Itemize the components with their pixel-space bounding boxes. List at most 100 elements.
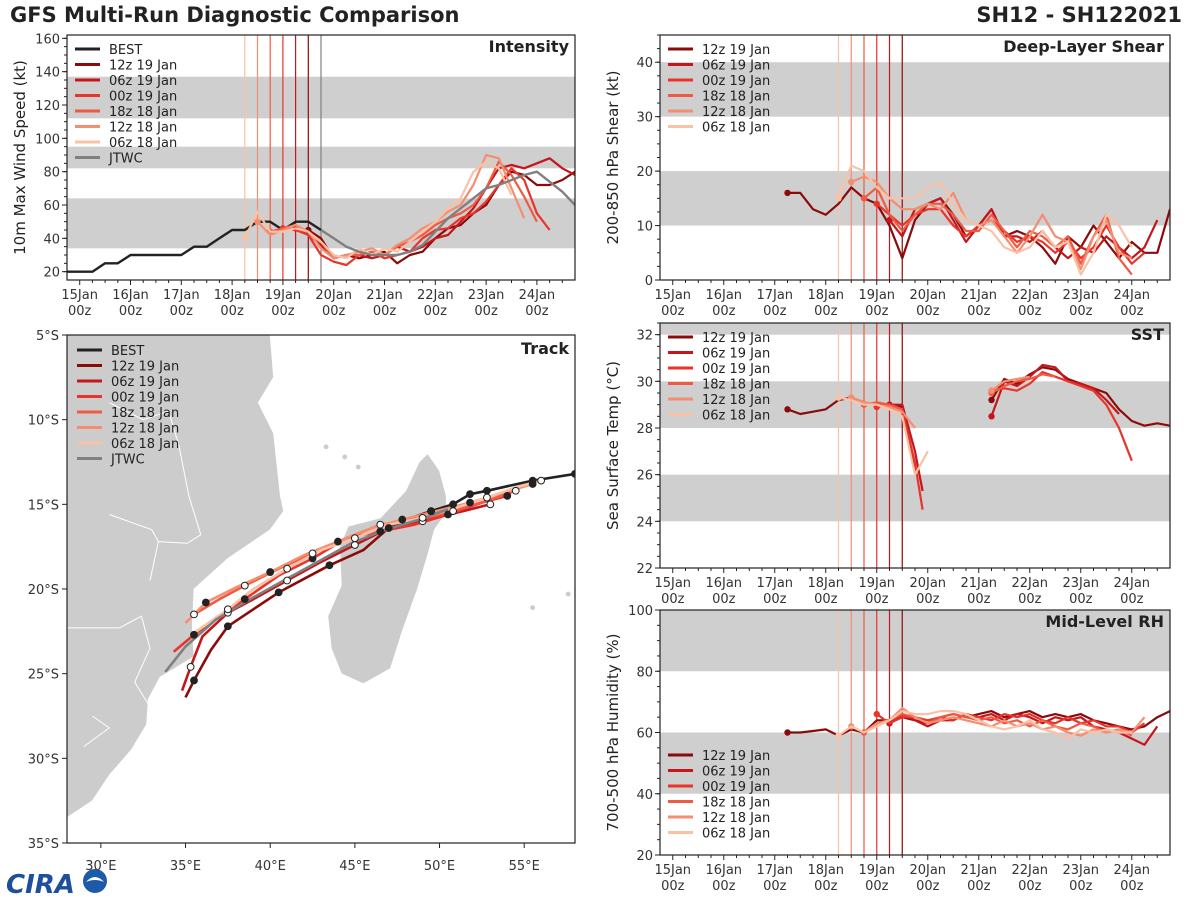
country-border [109, 402, 169, 421]
track-xtick-label: 50°E [424, 859, 455, 874]
intensity-xtick-label-day: 16Jan [112, 288, 149, 303]
track-point [283, 564, 292, 573]
shear-xtick-label-day: 17Jan [756, 288, 793, 303]
track-point [334, 537, 342, 546]
sst-line-06z-18-jan [838, 396, 929, 476]
rh-xtick-label-day: 18Jan [807, 863, 844, 878]
track-panel: 30°E 35°E 40°E 45°E 50°E 55°E5°S10°S15°S20°S2… [28, 329, 576, 874]
intensity-ylabel: 10m Max Wind Speed (kt) [11, 60, 29, 255]
rh-xtick-label-day: 24Jan [1113, 863, 1150, 878]
cira-logo: CIRA [6, 869, 107, 900]
sst-legend-label: 12z 19 Jan [702, 331, 770, 346]
track-point [376, 520, 385, 529]
rh-xtick-label-day: 19Jan [858, 863, 895, 878]
rh-xtick-label-day: 15Jan [654, 863, 691, 878]
intensity-xtick-label-day: 15Jan [61, 288, 98, 303]
island [323, 444, 329, 450]
rh-xtick-label-hour: 00z [865, 879, 889, 894]
rh-legend-label: 18z 18 Jan [702, 796, 770, 811]
intensity-init-marker [254, 218, 261, 225]
rh-legend-label: 12z 18 Jan [702, 811, 770, 826]
intensity-xtick-label-hour: 00z [322, 304, 346, 319]
track-point [350, 541, 359, 549]
intensity-legend-label: 06z 19 Jan [109, 74, 177, 89]
track-point [325, 561, 334, 570]
sst-line-06z-19-jan [889, 403, 924, 492]
sst-legend-label: 12z 18 Jan [702, 393, 770, 408]
shear-xtick-label-hour: 00z [763, 304, 787, 319]
intensity-panel: 2040608010012014016015Jan00z16Jan00z17Ja… [11, 32, 576, 319]
sst-xtick-label-day: 22Jan [1011, 576, 1048, 591]
sst-xtick-label-day: 15Jan [654, 576, 691, 591]
sst-xtick-label-hour: 00z [1018, 592, 1042, 607]
shear-xtick-label-day: 22Jan [1011, 288, 1048, 303]
shear-xtick-label-day: 21Jan [960, 288, 997, 303]
shear-xtick-label-hour: 00z [661, 304, 685, 319]
intensity-ytick-label: 120 [35, 99, 60, 114]
sst-ylabel: Sea Surface Temp (°C) [604, 361, 622, 530]
rh-band [660, 610, 1170, 672]
sst-ytick-label: 28 [636, 422, 653, 437]
sst-init-marker [988, 413, 995, 420]
intensity-xtick-label-hour: 00z [525, 304, 549, 319]
intensity-xtick-label-day: 20Jan [315, 288, 352, 303]
rh-line-06z-18-jan [837, 709, 1132, 740]
sst-init-marker [835, 394, 842, 401]
intensity-xtick-label-hour: 00z [220, 304, 244, 319]
intensity-xtick-label-day: 22Jan [417, 288, 454, 303]
rh-xtick-label-day: 20Jan [909, 863, 946, 878]
sst-band [660, 323, 1170, 335]
intensity-line-jtwc [320, 170, 575, 257]
shear-legend-label: 00z 19 Jan [702, 74, 770, 89]
shear-xtick-label-hour: 00z [1018, 304, 1042, 319]
rh-xtick-label-hour: 00z [1069, 879, 1093, 894]
rh-line-12z-18-jan [850, 706, 1146, 737]
sst-xtick-label-hour: 00z [661, 592, 685, 607]
track-point [418, 513, 427, 522]
track-point [449, 500, 457, 509]
rh-xtick-label-day: 21Jan [960, 863, 997, 878]
track-point [240, 581, 249, 590]
rh-legend-label: 06z 19 Jan [702, 765, 770, 780]
shear-band [660, 62, 1170, 117]
sst-series-group [784, 363, 1170, 510]
shear-xtick-label-day: 16Jan [705, 288, 742, 303]
track-point [398, 515, 407, 524]
rh-ytick-label: 20 [636, 849, 653, 864]
track-line-jtwc [164, 508, 449, 673]
track-ytick-label: 10°S [28, 414, 59, 429]
sst-ytick-label: 30 [636, 375, 653, 390]
track-point [511, 486, 520, 495]
track-legend-label: 18z 18 Jan [111, 406, 179, 421]
sst-xtick-label-hour: 00z [763, 592, 787, 607]
track-point [240, 595, 249, 604]
rh-line-18z-18-jan [863, 712, 1133, 737]
rh-ytick-label: 40 [636, 788, 653, 803]
sst-init-marker [784, 406, 791, 413]
rh-init-marker [873, 710, 880, 718]
rh-series-group [784, 706, 1170, 746]
track-point [466, 498, 474, 507]
sst-xtick-label-day: 20Jan [909, 576, 946, 591]
track-point [483, 486, 491, 495]
track-legend-label: 06z 18 Jan [111, 437, 179, 452]
sst-line-12z-18-jan [990, 375, 1030, 392]
shear-line-06z-18-jan [837, 164, 1133, 276]
shear-xtick-label-hour: 00z [814, 304, 838, 319]
rh-xtick-label-hour: 00z [1018, 879, 1042, 894]
sst-xtick-label-hour: 00z [865, 592, 889, 607]
shear-panel: 01020304015Jan00z16Jan00z17Jan00z18Jan00… [604, 34, 1171, 319]
shear-xtick-label-hour: 00z [712, 304, 736, 319]
rh-xtick-label-hour: 00z [1120, 879, 1144, 894]
intensity-legend-label: 12z 19 Jan [109, 59, 177, 74]
sst-band [660, 381, 1170, 428]
intensity-xtick-label-hour: 00z [271, 304, 295, 319]
track-point [223, 622, 232, 631]
rh-xtick-label-hour: 00z [661, 879, 685, 894]
track-legend-label: 06z 19 Jan [111, 375, 179, 390]
rh-init-marker [835, 732, 842, 739]
track-ytick-label: 5°S [36, 329, 59, 344]
shear-init-marker [873, 200, 880, 207]
track-point [190, 610, 198, 619]
sst-legend-label: 06z 19 Jan [702, 347, 770, 362]
